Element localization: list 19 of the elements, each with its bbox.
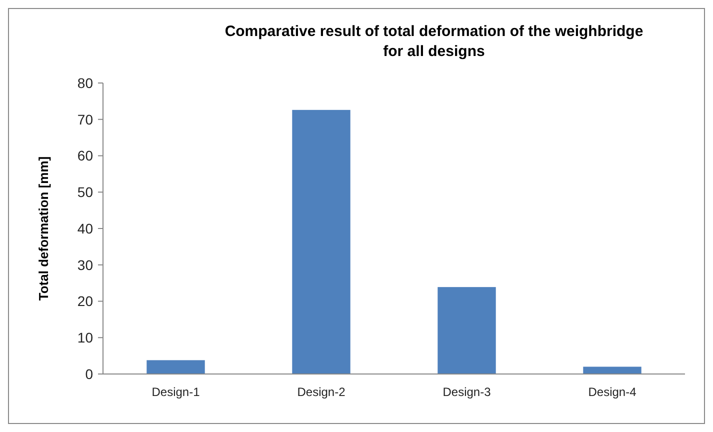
y-tick-label: 60 — [77, 148, 94, 164]
y-tick-label: 20 — [77, 293, 94, 310]
x-tick-label: Design-2 — [297, 385, 346, 399]
y-axis-title: Total deformation [mm] — [36, 156, 51, 301]
y-tick-label: 80 — [77, 74, 94, 91]
chart-title: Comparative result of total deformation of the weighbridge for all designs — [224, 23, 644, 60]
x-tick-label: Design-3 — [442, 385, 492, 399]
y-tick-label: 40 — [77, 220, 94, 236]
y-tick-label: 10 — [77, 330, 94, 346]
y-tick-label: 30 — [77, 256, 94, 273]
x-tick-label: Design-4 — [588, 385, 637, 399]
bar — [583, 366, 642, 374]
y-tick-label: 50 — [77, 184, 94, 200]
bar — [438, 287, 496, 374]
bar — [146, 360, 205, 374]
x-tick-label: Design-1 — [152, 385, 200, 399]
y-tick-label: 0 — [85, 366, 94, 382]
bar — [292, 110, 350, 374]
y-tick-label: 70 — [77, 111, 94, 128]
